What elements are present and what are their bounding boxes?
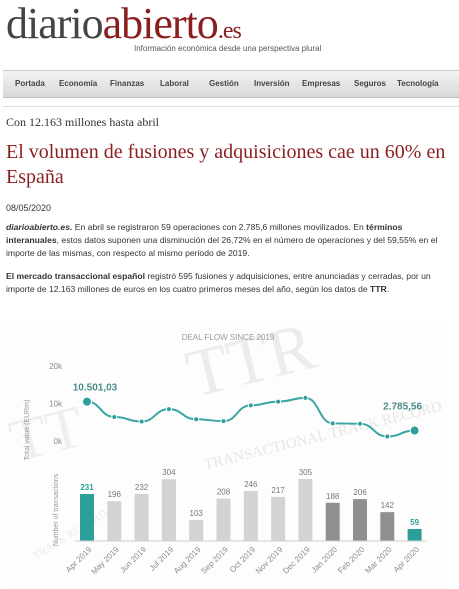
strong-text: TTR [370,283,387,294]
x-tick-label: Feb 2020 [336,545,367,576]
divider [3,106,459,107]
line-data-label-last: 2.785,56 [383,402,422,413]
transactions-bar [107,501,122,541]
line-y-tick-label: 20k [49,362,63,371]
bar-data-label: 208 [217,488,231,497]
x-tick-label: Oct 2019 [228,545,258,575]
line-data-label-first: 10.501,03 [73,383,118,394]
line-y-tick-label: 10k [49,400,63,409]
watermark-text: TRACK RECORD [31,507,109,562]
line-point [384,433,391,440]
transactions-bar [380,512,395,541]
bar-data-label: 217 [271,486,285,495]
transactions-bar [407,529,422,541]
bar-data-label: 304 [162,468,176,477]
nav-item-seguros[interactable]: Seguros [354,79,387,88]
article-paragraph-1: diarioabierto.es. En abril se registraro… [6,221,451,259]
x-tick-label: Sep 2019 [199,545,230,576]
x-tick-label: Nov 2019 [254,545,285,576]
x-tick-label: Aug 2019 [172,545,203,576]
bar-data-label: 142 [381,501,395,510]
deal-flow-chart: TTR TRANSACTIONAL TRACK RECORD TT TRACK REC… [6,320,447,589]
article-kicker: Con 12.163 millones hasta abril [6,115,159,129]
article-paragraph-2: El mercado transaccional español registr… [6,270,451,296]
paragraph-text: En abril se registraron 59 operaciones c… [72,222,367,232]
bar-y-axis-label: Number of transactions [53,473,60,546]
logo-text-diario: diario [6,0,104,48]
nav-item-portada[interactable]: Portada [15,79,45,88]
site-logo[interactable]: diarioabierto.es [6,0,242,53]
logo-text-abierto: abierto [102,0,219,48]
bar-data-label: 305 [299,468,313,477]
x-tick-label: Apr 2020 [392,545,422,575]
line-y-axis-label: Total value (EURm) [24,400,31,461]
nav-item-inversion[interactable]: Inversión [254,79,290,88]
source-label[interactable]: diarioabierto.es. [6,222,73,232]
x-tick-label: Dec 2019 [281,545,312,576]
line-point [329,420,336,427]
logo-text-es: .es [217,18,242,44]
paragraph-text: . [386,283,390,294]
line-point [409,425,420,436]
paragraph-text: registró 595 fusiones y adquisiciones, e… [6,271,431,294]
article-title[interactable]: El volumen de fusiones y adquisiciones c… [6,141,446,188]
strong-text: términos interanuales [6,222,403,245]
line-point [275,398,282,405]
line-point [302,394,309,401]
line-y-tick-label: 0k [54,437,63,446]
line-point [193,416,200,423]
nav-item-economia[interactable]: Economía [59,79,98,88]
line-point [82,396,92,407]
bar-data-label: 246 [244,480,258,489]
nav-item-finanzas[interactable]: Finanzas [110,79,145,88]
bar-data-label: 59 [410,518,419,527]
line-point [357,420,363,427]
site-tagline: Información económica desde una perspect… [134,44,322,53]
bar-data-label: 232 [135,483,149,492]
site-header: diarioabierto.es Información económica d… [0,0,459,68]
transactions-bar [80,494,94,541]
transactions-bar [271,496,286,541]
nav-item-tecnologia[interactable]: Tecnología [397,79,439,88]
strong-text: El mercado transaccional español [6,271,145,281]
x-tick-label: May 2019 [90,545,122,577]
bar-data-label: 231 [80,483,94,492]
bar-data-label: 206 [353,488,367,497]
bar-data-label: 103 [190,509,204,518]
article-date: 08/05/2020 [6,203,52,213]
nav-item-gestion[interactable]: Gestión [209,79,239,88]
x-tick-label: Jun 2019 [118,545,148,575]
chart-title: DEAL FLOW SINCE 2019 [182,333,275,342]
line-point [138,418,145,425]
x-tick-label: Mar 2020 [363,545,394,576]
x-tick-label: Jan 2020 [309,545,339,575]
transactions-bar [189,520,204,541]
line-point [111,414,118,420]
paragraph-text: , estos datos suponen una disminución de… [6,234,438,258]
transactions-bar [243,490,258,541]
nav-item-empresas[interactable]: Empresas [302,79,341,88]
nav-item-laboral[interactable]: Laboral [160,79,189,88]
line-point [247,402,254,409]
main-nav: Portada Economía Finanzas Laboral Gestió… [3,70,459,98]
transactions-bar [161,479,176,541]
line-point [220,418,227,425]
transactions-bar [216,498,231,541]
line-point [165,406,172,413]
transactions-bar [298,479,313,541]
transactions-bar [353,499,367,541]
bar-data-label: 196 [108,490,122,499]
transactions-bar [134,493,149,541]
transactions-bar [325,502,340,541]
bar-data-label: 188 [326,492,340,501]
